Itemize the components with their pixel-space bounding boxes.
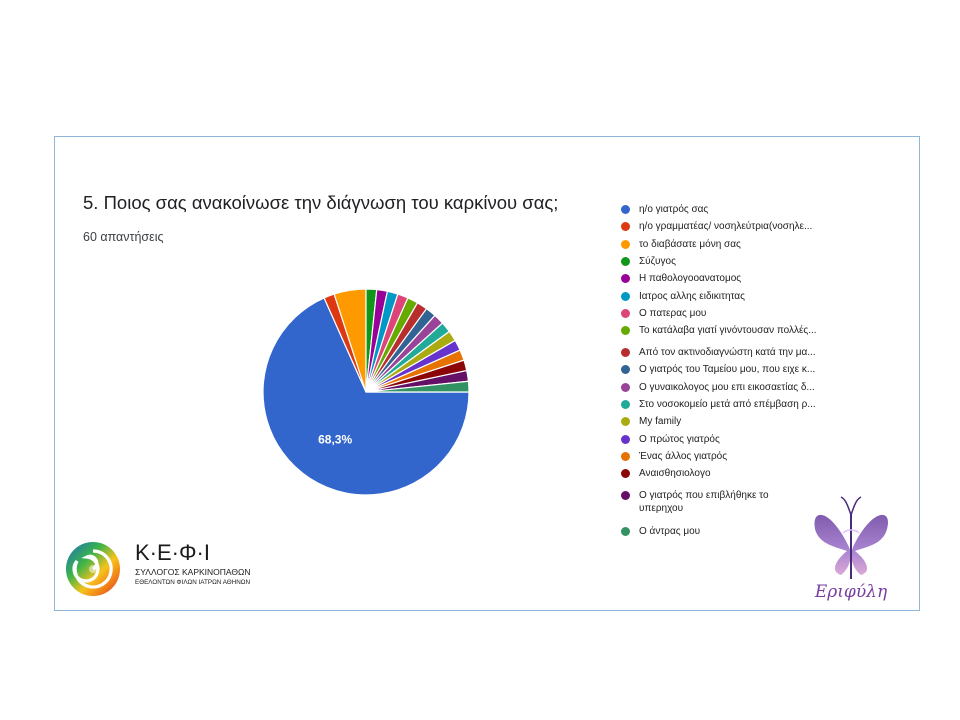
pie-slice [365, 380, 470, 393]
question-title: 5. Ποιος σας ανακοίνωσε την διάγνωση του… [83, 192, 559, 213]
legend-item: My family [621, 415, 681, 428]
legend-swatch [621, 435, 630, 444]
legend-label: η/ο γιατρός σας [639, 204, 709, 215]
legend-item: η/ο γιατρός σας [621, 203, 708, 216]
legend-swatch [621, 326, 630, 335]
legend-item: Ο γιατρός του Ταμείου μου, που ειχε κ... [621, 363, 815, 376]
legend-label: My family [639, 416, 682, 427]
kefi-logo-name: Κ·Ε·Φ·Ι [135, 540, 210, 565]
legend-swatch [621, 222, 630, 231]
legend-swatch [621, 417, 630, 426]
legend-label: η/ο γραμματέας/ νοσηλεύτρια(νοσηλε... [639, 221, 813, 232]
legend-label: το διαβάσατε μόνη σας [639, 239, 741, 250]
legend-item: Ο άντρας μου [621, 525, 700, 538]
legend-item: Ιατρος αλλης ειδικιτητας [621, 290, 745, 303]
legend-swatch [621, 309, 630, 318]
legend-swatch [621, 469, 630, 478]
legend-item: η/ο γραμματέας/ νοσηλεύτρια(νοσηλε... [621, 220, 812, 233]
legend-swatch [621, 383, 630, 392]
legend-item: Σύζυγος [621, 255, 676, 268]
slice-percent-label: 68,3% [318, 433, 352, 447]
pie-chart: 68,3% [262, 288, 470, 496]
legend-label: Ένας άλλος γιατρός [639, 451, 728, 462]
legend-label: Το κατάλαβα γιατί γινόντουσαν πολλές... [639, 325, 817, 336]
erifyli-logo-name: Εριφύλη [814, 582, 888, 602]
kefi-logo: Κ·Ε·Φ·Ι ΣΥΛΛΟΓΟΣ ΚΑΡΚΙΝΟΠΑΘΩΝ ΕΘΕΛΟΝΤΩΝ … [66, 540, 251, 596]
legend-label: Η παθολογοοανατομος [639, 273, 742, 284]
legend-item: το διαβάσατε μόνη σας [621, 238, 741, 251]
response-count: 60 απαντήσεις [83, 230, 164, 244]
legend-swatch [621, 257, 630, 266]
legend-item: Στο νοσοκομείο μετά από επέμβαση ρ... [621, 398, 816, 411]
survey-result-card: 5. Ποιος σας ανακοίνωσε την διάγνωση του… [54, 136, 920, 611]
legend-label: Ο γιατρός του Ταμείου μου, που ειχε κ... [639, 364, 816, 375]
legend-swatch [621, 240, 630, 249]
legend-label: Ο πρώτος γιατρός [639, 434, 720, 445]
legend-swatch [621, 348, 630, 357]
kefi-logo-line2: ΕΘΕΛΟΝΤΩΝ ΦΙΛΩΝ ΙΑΤΡΩΝ ΑΘΗΝΩΝ [135, 579, 250, 586]
legend-item: Η παθολογοοανατομος [621, 272, 741, 285]
legend-item: Ο γιατρός που επιβλήθηκε το υπερηχου [621, 489, 799, 515]
legend-item: Από τον ακτινοδιαγνώστη κατά την μα... [621, 346, 816, 359]
legend-swatch [621, 205, 630, 214]
legend-label: Σύζυγος [639, 256, 676, 267]
kefi-logo-line1: ΣΥΛΛΟΓΟΣ ΚΑΡΚΙΝΟΠΑΘΩΝ [135, 567, 251, 577]
legend-item: Ένας άλλος γιατρός [621, 450, 727, 463]
legend-label: Ιατρος αλλης ειδικιτητας [639, 291, 745, 302]
legend-item: Το κατάλαβα γιατί γινόντουσαν πολλές... [621, 324, 817, 337]
legend-label: Στο νοσοκομείο μετά από επέμβαση ρ... [639, 399, 816, 410]
legend-item: Ο πατερας μου [621, 307, 706, 320]
erifyli-logo: Εριφύλη [814, 496, 889, 602]
legend-label: Ο άντρας μου [639, 526, 701, 537]
legend-item: Ο γυναικολογος μου επι εικοσαετίας δ... [621, 381, 815, 394]
legend-item: Αναισθησιολογο [621, 467, 711, 480]
legend-swatch [621, 527, 630, 536]
legend-swatch [621, 491, 630, 500]
legend-label: Ο γυναικολογος μου επι εικοσαετίας δ... [639, 382, 815, 393]
legend-swatch [621, 452, 630, 461]
legend-swatch [621, 400, 630, 409]
pie-slice [262, 297, 470, 496]
legend-label: Από τον ακτινοδιαγνώστη κατά την μα... [639, 347, 816, 358]
legend-swatch [621, 274, 630, 283]
legend-label: Ο γιατρός που επιβλήθηκε το υπερηχου [639, 490, 769, 514]
legend-label: Αναισθησιολογο [639, 468, 711, 479]
legend-label: Ο πατερας μου [639, 308, 707, 319]
legend-swatch [621, 292, 630, 301]
legend-item: Ο πρώτος γιατρός [621, 433, 720, 446]
legend-swatch [621, 365, 630, 374]
